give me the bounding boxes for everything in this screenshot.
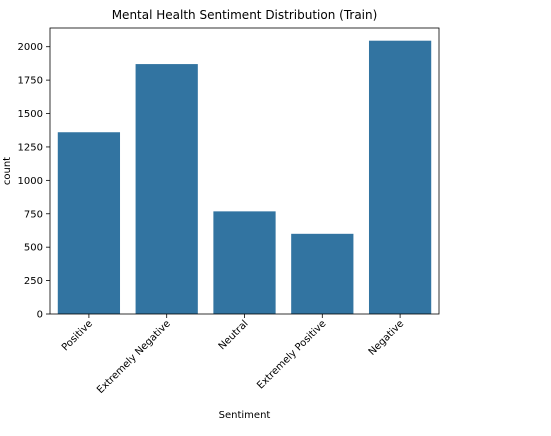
bar-extremely-negative (135, 64, 198, 315)
bar-negative (368, 40, 432, 315)
x-tick-label: Extremely Positive (255, 318, 328, 391)
y-tick-label: 1750 (18, 76, 43, 87)
y-tick-label: 250 (24, 276, 43, 287)
y-tick-label: 750 (24, 209, 43, 220)
bars-group (57, 40, 432, 315)
x-tick-label: Extremely Negative (95, 318, 173, 396)
y-tick-label: 2000 (18, 42, 43, 53)
y-axis-label: count (2, 157, 13, 185)
y-tick-label: 1000 (18, 176, 43, 187)
y-axis: 0 250 500 750 1000 1250 1500 1750 2000 (18, 42, 50, 321)
y-tick-label: 0 (37, 310, 43, 321)
y-tick-label: 500 (24, 243, 43, 254)
chart-title: Mental Health Sentiment Distribution (Tr… (112, 8, 378, 22)
bar-positive (57, 132, 121, 314)
x-axis-label: Sentiment (219, 410, 271, 421)
x-tick-label: Neutral (217, 318, 251, 352)
y-tick-label: 1250 (18, 142, 43, 153)
x-tick-label: Positive (60, 318, 95, 353)
bar-extremely-positive (291, 233, 354, 314)
x-axis: Positive Extremely Negative Neutral Extreme… (60, 314, 406, 396)
y-tick-label: 1500 (18, 109, 43, 120)
bar-neutral (213, 211, 276, 314)
x-tick-label: Negative (367, 318, 407, 358)
